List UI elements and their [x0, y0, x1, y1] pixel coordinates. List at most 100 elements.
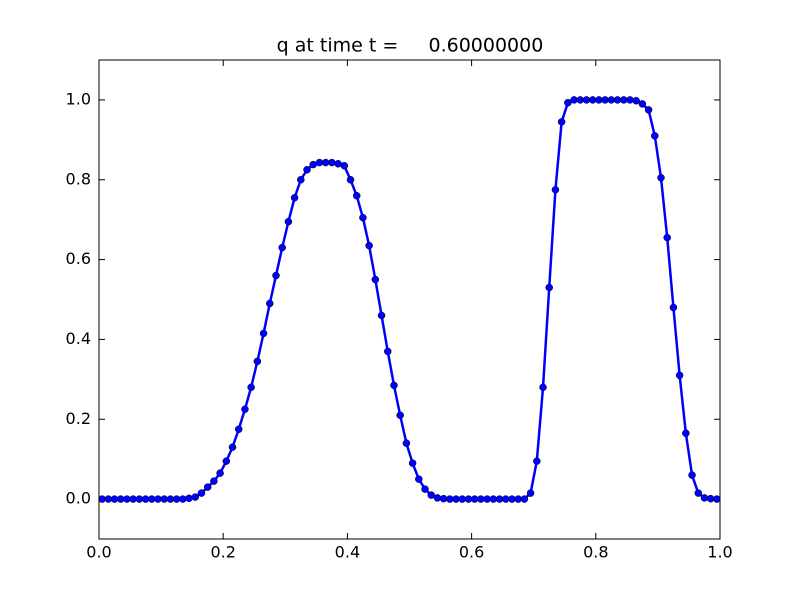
data-point [210, 477, 218, 485]
data-point [495, 495, 504, 503]
data-point [489, 495, 498, 503]
x-tick-label: 0.8 [583, 543, 608, 562]
data-point [148, 495, 156, 503]
data-point [458, 495, 467, 503]
data-point [706, 494, 715, 503]
data-point [557, 118, 566, 126]
data-point [408, 459, 417, 467]
y-tick-label: 0.2 [66, 409, 91, 428]
data-point [359, 213, 367, 222]
data-point [576, 96, 585, 104]
data-point [483, 495, 491, 503]
data-point [309, 160, 317, 169]
data-point [303, 166, 311, 174]
data-point [377, 311, 386, 320]
data-point [470, 495, 479, 503]
data-point [222, 457, 231, 465]
data-point [123, 495, 131, 503]
data-point [197, 489, 206, 497]
data-point [533, 457, 541, 465]
x-tick-label: 0.4 [335, 543, 360, 562]
data-point [421, 485, 429, 493]
data-point [129, 495, 137, 503]
data-point [346, 176, 355, 184]
data-point [191, 493, 200, 501]
data-point [179, 495, 187, 503]
data-point [464, 495, 473, 503]
data-point [570, 96, 578, 104]
data-point [297, 176, 305, 184]
data-point [216, 469, 224, 477]
data-point [110, 495, 119, 503]
data-point [402, 439, 411, 447]
data-point [588, 96, 597, 104]
data-point [607, 96, 616, 104]
data-point [657, 174, 665, 182]
data-point [154, 495, 162, 503]
data-point [247, 383, 255, 392]
data-point [172, 495, 181, 503]
data-point [228, 443, 237, 451]
data-point [539, 383, 547, 392]
data-point [514, 495, 522, 503]
data-point [98, 495, 106, 503]
data-point [638, 100, 647, 108]
y-tick-label: 0.4 [66, 329, 91, 348]
y-tick-label: 1.0 [66, 89, 91, 108]
data-point [278, 243, 286, 252]
data-point [328, 158, 336, 167]
data-point [334, 160, 342, 168]
data-point [446, 495, 454, 503]
data-point [241, 405, 249, 414]
data-point [564, 98, 572, 107]
data-point [415, 475, 423, 483]
chart-title: q at time t = 0.60000000 [277, 35, 544, 57]
data-point [526, 489, 535, 497]
data-point [203, 483, 212, 491]
data-point [433, 494, 442, 502]
data-point [551, 185, 560, 194]
data-point [452, 495, 460, 503]
data-point [439, 494, 448, 503]
data-point [644, 106, 653, 114]
y-tick-label: 0.0 [66, 489, 91, 508]
data-point [613, 96, 622, 104]
data-point [104, 495, 113, 503]
data-point [253, 357, 262, 366]
data-point [663, 233, 671, 242]
data-point [396, 411, 404, 420]
data-point [694, 489, 703, 497]
data-point [141, 495, 150, 503]
y-tick-label: 0.8 [66, 169, 91, 188]
data-point [601, 96, 609, 104]
data-point [651, 132, 659, 140]
data-point [166, 495, 175, 503]
data-point [619, 96, 628, 104]
data-point [371, 275, 380, 284]
data-point [234, 425, 243, 433]
data-point [595, 96, 603, 104]
data-point [688, 471, 696, 479]
data-point [626, 96, 634, 104]
data-point [632, 96, 640, 105]
x-tick-label: 1.0 [707, 543, 732, 562]
data-point [160, 495, 168, 503]
data-point [700, 494, 709, 502]
y-tick-label: 0.6 [66, 249, 91, 268]
data-point [365, 241, 373, 250]
data-point [266, 299, 274, 308]
plot-frame [98, 59, 721, 540]
data-point [713, 495, 721, 503]
data-point [340, 162, 349, 170]
data-point [390, 381, 398, 390]
data-point [272, 271, 280, 280]
data-point [135, 495, 144, 503]
data-point [352, 191, 361, 200]
data-point [477, 495, 485, 503]
data-point [185, 494, 193, 503]
x-tick-label: 0.6 [459, 543, 484, 562]
data-point [682, 429, 690, 437]
